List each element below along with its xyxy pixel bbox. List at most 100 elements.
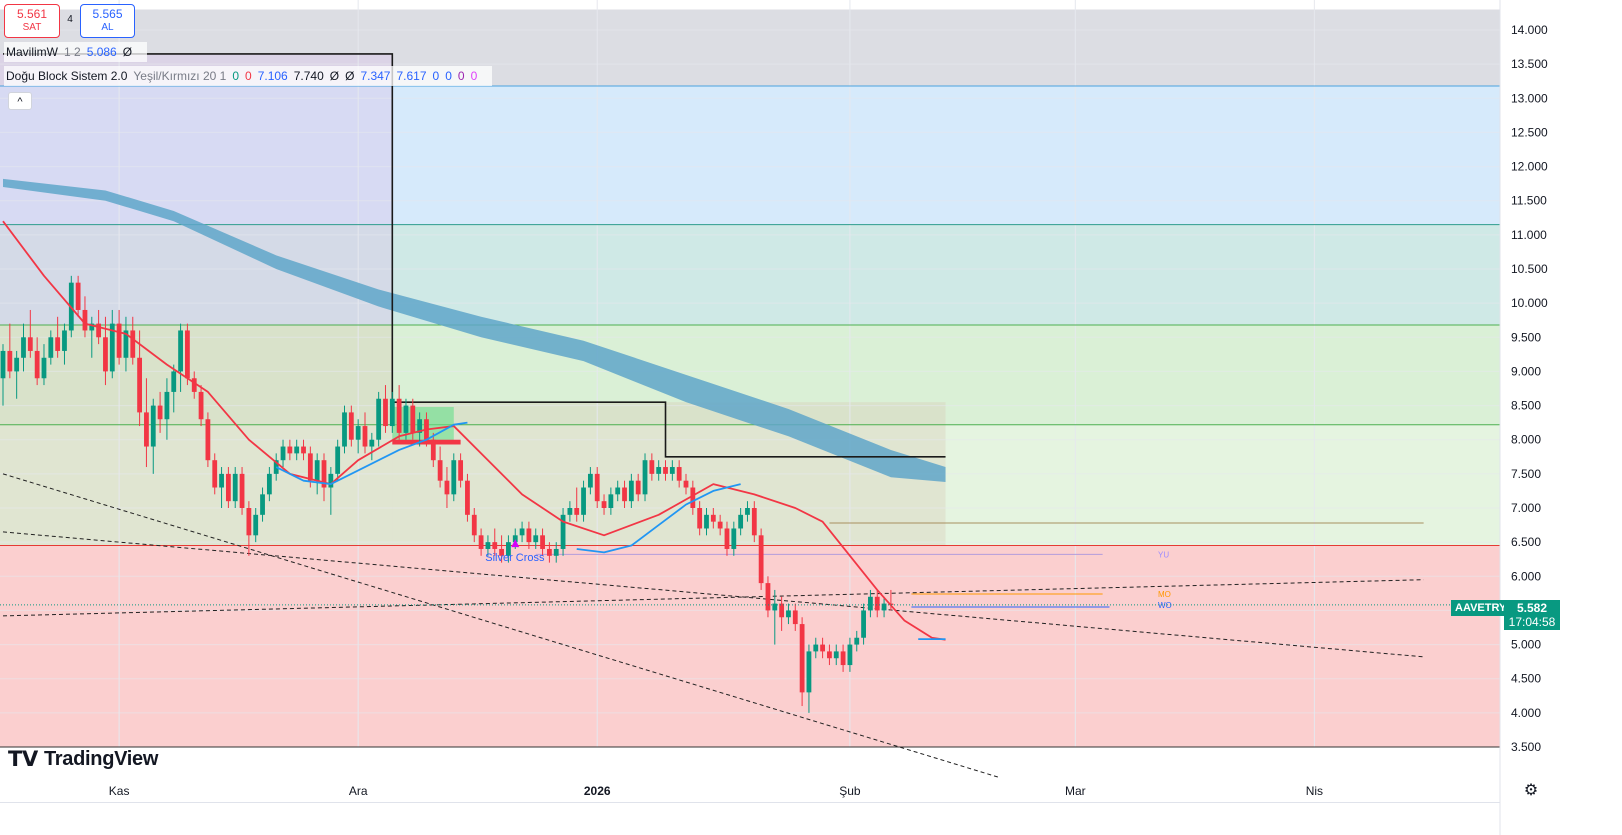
candle-body — [471, 514, 477, 536]
candle-body — [458, 460, 464, 481]
zone-band — [0, 224, 1500, 325]
brown-block-zone — [0, 324, 393, 546]
candle-body — [280, 446, 286, 461]
x-tick-label: Şub — [839, 784, 861, 798]
legend-value: Ø — [329, 69, 340, 83]
candle-body — [14, 357, 20, 372]
candle-body — [553, 548, 559, 556]
candle-body — [7, 350, 13, 372]
y-tick-label: 12.000 — [1511, 160, 1548, 174]
candle-body — [608, 494, 614, 508]
candle-body — [314, 460, 320, 481]
candle-body — [567, 508, 573, 515]
y-tick-label: 4.500 — [1511, 672, 1541, 686]
legend-mavilim[interactable]: MavilimW 1 2 5.086 Ø — [4, 42, 148, 62]
candle-body — [827, 651, 832, 659]
last-price-tag: 5.582 17:04:58 — [1504, 600, 1560, 630]
dashed-trend-line — [2, 579, 1424, 617]
candle-body — [547, 548, 552, 556]
candle-body — [881, 603, 887, 611]
candle-body — [745, 508, 750, 515]
candle-body — [225, 473, 231, 502]
y-tick-label: 7.000 — [1511, 501, 1541, 515]
candle-body — [506, 542, 511, 556]
logo-text: TradingView — [43, 747, 159, 770]
candle-body — [786, 610, 791, 618]
candle-body — [150, 405, 156, 447]
candle-body — [526, 528, 532, 543]
candle-body — [663, 467, 668, 474]
candle-body — [219, 473, 224, 488]
candle-body — [355, 426, 361, 440]
candle-body — [601, 501, 607, 508]
time-axis-border — [0, 802, 1500, 803]
candle-body — [861, 610, 866, 638]
candle-body — [89, 323, 95, 331]
candle-body — [731, 528, 737, 549]
candle-body — [62, 330, 67, 351]
legend-dogu-values: 0 0 7.106 7.740 Ø Ø 7.347 7.617 0 0 0 0 — [232, 69, 483, 83]
candle-body — [656, 467, 662, 474]
candle-body — [444, 480, 450, 495]
candle-body — [130, 330, 136, 358]
y-tick-label: 13.000 — [1511, 91, 1548, 105]
candle-body — [260, 494, 265, 515]
legend-dogu-block[interactable]: Doğu Block Sistem 2.0 Yeşil/Kırmızı 20 1… — [4, 66, 493, 86]
candle-body — [485, 542, 491, 549]
candle-body — [109, 323, 115, 372]
candle-body — [55, 337, 61, 351]
candle-body — [96, 323, 102, 338]
bar-countdown: 17:04:58 — [1508, 615, 1556, 629]
candle-body — [820, 644, 825, 652]
legend-value: 5.086 — [86, 45, 117, 59]
ema-line — [2, 220, 946, 641]
legend-mavilim-values: 5.086 Ø — [87, 45, 138, 59]
candle-body — [717, 521, 723, 529]
candle-body — [294, 446, 300, 454]
candle-body — [512, 535, 518, 543]
candle-body — [758, 535, 764, 584]
zone-band — [0, 545, 1500, 747]
level-label: YU — [1158, 550, 1169, 559]
mavilim-line — [275, 421, 468, 486]
candle-body — [574, 508, 580, 515]
buy-button[interactable]: 5.565 AL — [80, 4, 135, 38]
candle-body — [116, 323, 122, 358]
y-tick-label: 10.000 — [1511, 296, 1548, 310]
legend-value: 0 — [457, 69, 465, 83]
candle-body — [273, 460, 279, 474]
candle-body — [799, 624, 805, 693]
silver-cross-marker — [511, 539, 520, 548]
level-label: MO — [1158, 590, 1171, 599]
y-tick-label: 14.000 — [1511, 23, 1548, 37]
collapse-legend-button[interactable]: ^ — [8, 92, 32, 110]
y-tick-label: 9.000 — [1511, 364, 1541, 378]
candle-body — [185, 330, 190, 379]
candle-body — [540, 535, 545, 549]
candle-body — [253, 514, 259, 536]
candle-body — [874, 596, 880, 611]
gear-icon[interactable]: ⚙ — [1523, 782, 1539, 799]
candle-body — [683, 480, 689, 488]
legend-mavilim-name: MavilimW — [6, 45, 58, 59]
candle-body — [0, 350, 6, 379]
candle-body — [492, 542, 498, 549]
candle-body — [328, 473, 334, 488]
mavilim-line — [576, 483, 741, 554]
y-tick-label: 12.500 — [1511, 125, 1548, 139]
legend-value: Ø — [122, 45, 133, 59]
candle-body — [342, 412, 347, 447]
y-tick-label: 6.000 — [1511, 569, 1541, 583]
candle-body — [103, 337, 108, 372]
sell-button[interactable]: 5.561 SAT — [4, 4, 60, 38]
legend-mavilim-params: 1 2 — [64, 45, 81, 59]
block-step-line — [3, 53, 946, 458]
candle-body — [335, 446, 341, 474]
candle-body — [669, 467, 675, 474]
candle-body — [751, 508, 757, 536]
candle-body — [212, 460, 218, 488]
candle-body — [437, 460, 443, 481]
candle-body — [205, 419, 211, 461]
candle-body — [710, 514, 716, 522]
